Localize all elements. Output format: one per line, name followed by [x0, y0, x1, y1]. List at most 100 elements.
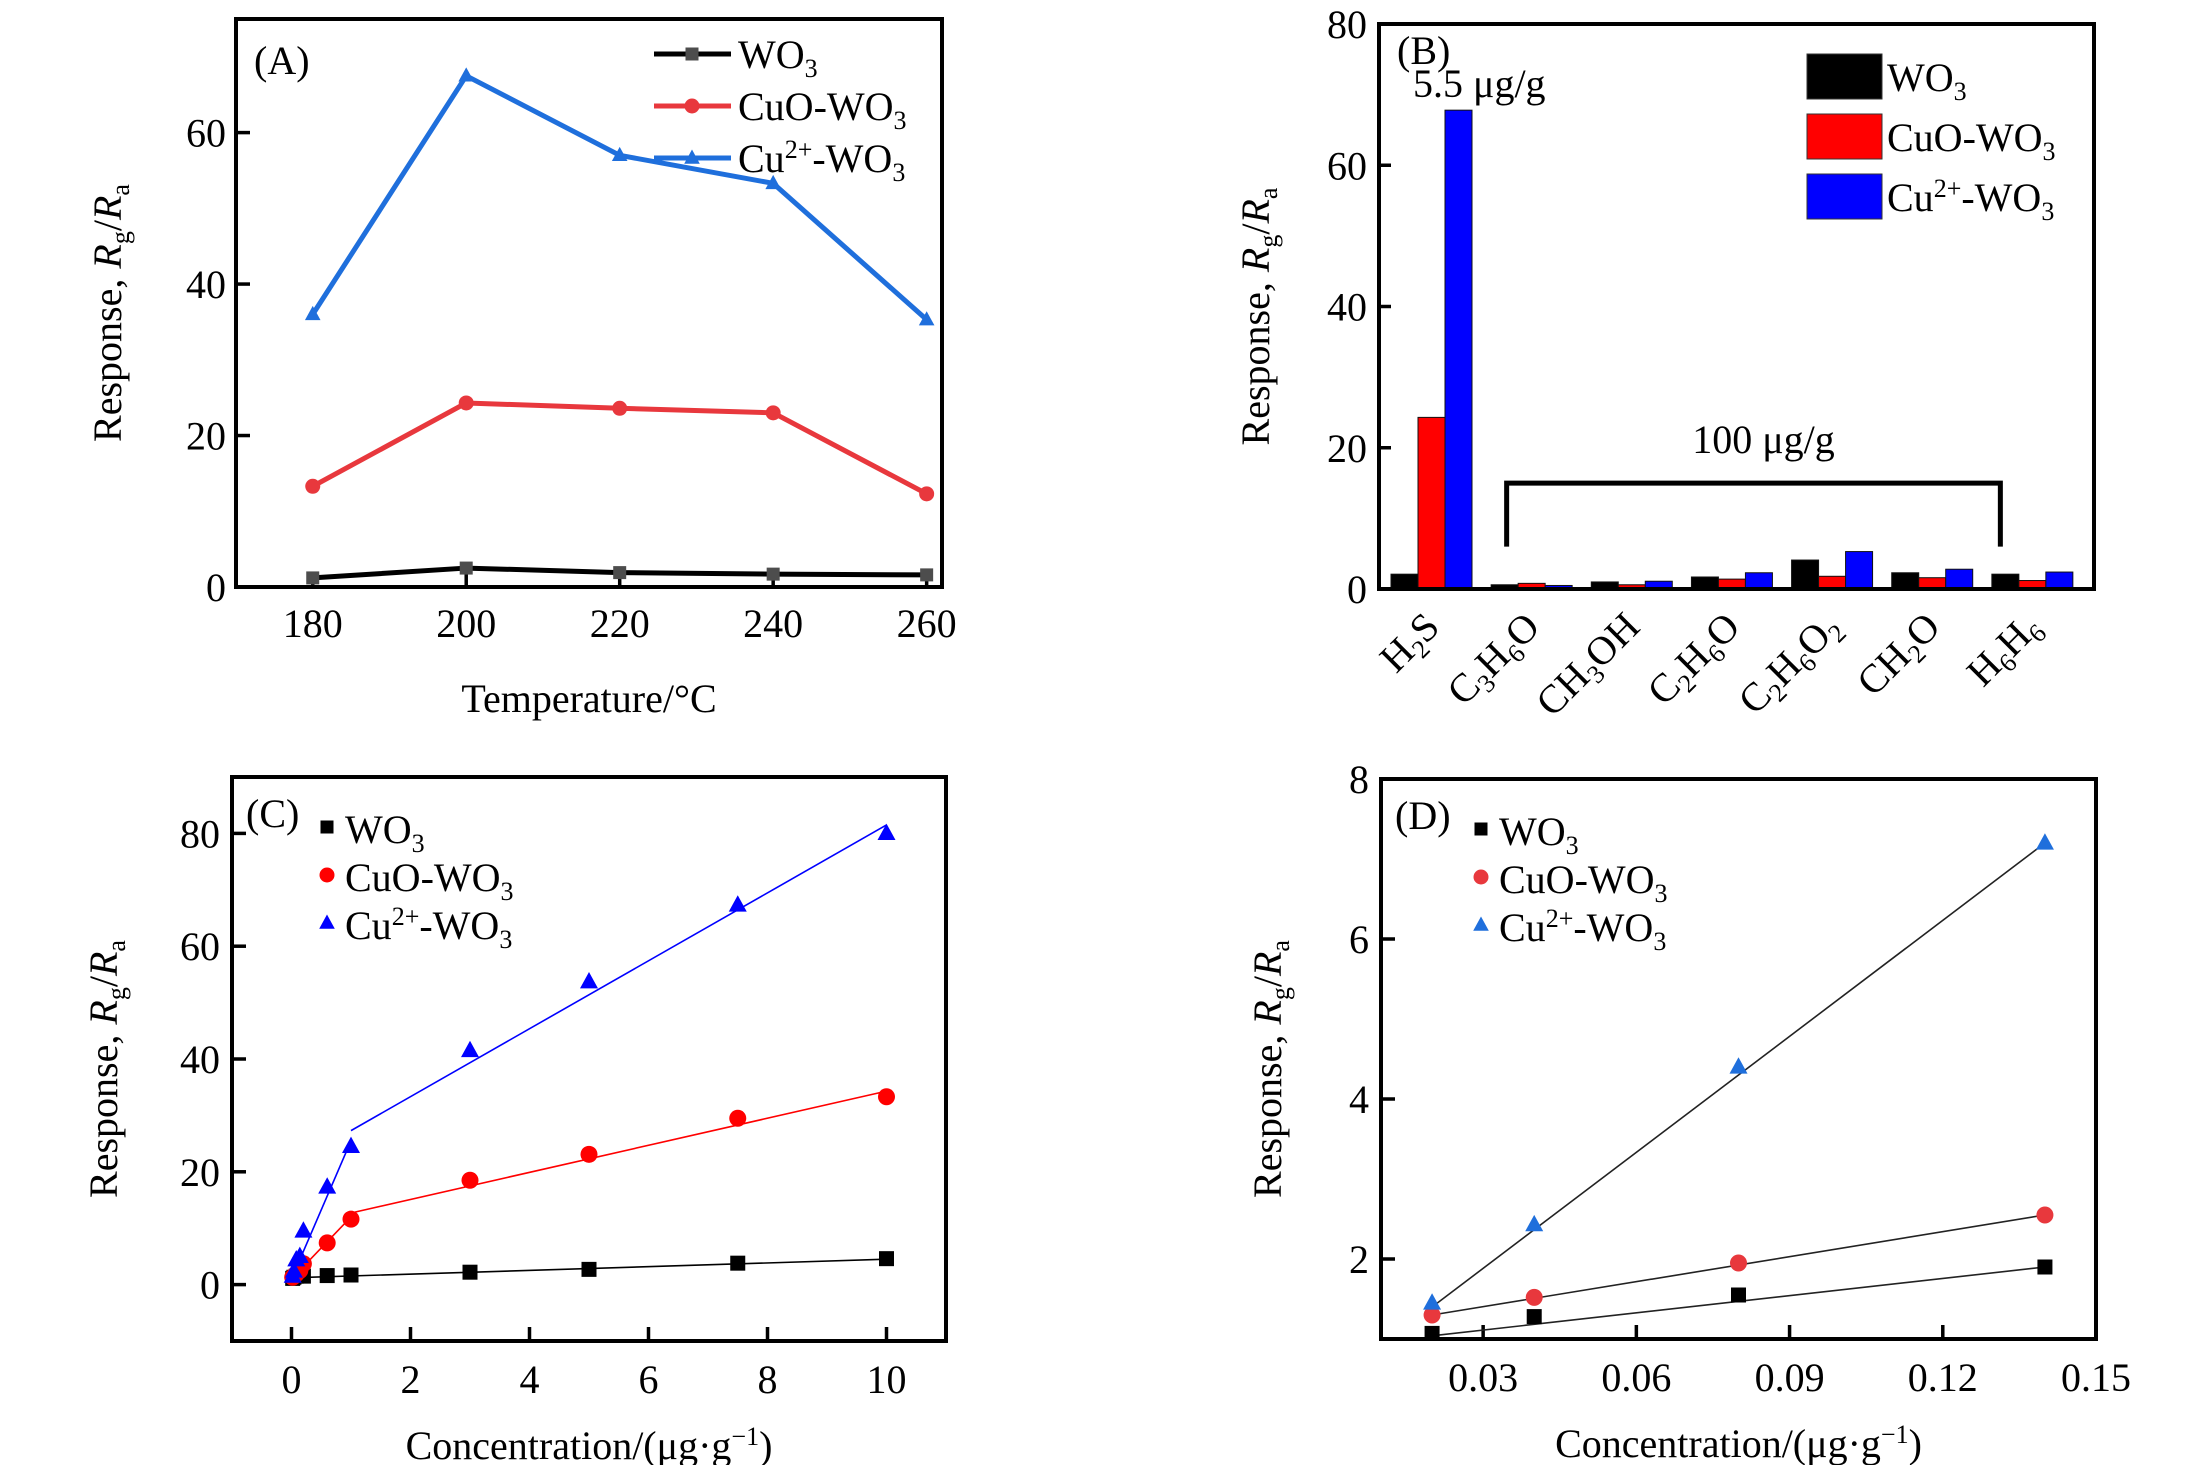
- y-label-sub-a: a: [1254, 187, 1283, 199]
- legend-label-main: WO: [738, 32, 805, 77]
- x-label-sup: −1: [1881, 1420, 1909, 1449]
- y-tick-label: 0: [1347, 567, 1367, 612]
- data-point-Cu2+-WO3: [1525, 1214, 1544, 1232]
- y-tick-label: 0: [200, 1263, 220, 1308]
- bar-H6H6-Cu2+-WO3: [2045, 571, 2074, 590]
- annotation-h2s-concentration: 5.5 μg/g: [1413, 61, 1546, 106]
- annotation-bracket: [1504, 480, 2003, 547]
- data-point-CuO-WO3: [318, 1234, 336, 1252]
- fit-line-CuO-WO3: [350, 1090, 887, 1214]
- y-tick-label: 6: [1349, 917, 1369, 962]
- x-tick-label: 0: [282, 1357, 302, 1402]
- plot-frame: [234, 17, 944, 589]
- legend-marker: [1474, 822, 1488, 836]
- data-point-WO3: [1731, 1287, 1746, 1303]
- data-point-Cu2+-WO3: [728, 895, 747, 912]
- y-label-r: R: [81, 1000, 126, 1025]
- data-point-WO3: [766, 567, 780, 581]
- bar-H2S-CuO-WO3: [1417, 416, 1446, 590]
- data-point-WO3: [879, 1251, 894, 1267]
- y-tick-label: 4: [1349, 1077, 1369, 1122]
- y-tick-label: 20: [180, 1150, 220, 1195]
- y-axis-label: Response, Rg/Ra: [85, 184, 135, 442]
- legend-label-main: CuO-WO: [345, 855, 501, 900]
- y-label-slash: /: [85, 219, 130, 231]
- y-label-sub-a: a: [102, 940, 131, 952]
- legend-marker: [1473, 869, 1489, 885]
- x-tick-label: 260: [897, 601, 957, 646]
- y-tick-label: 40: [1327, 285, 1367, 330]
- legend-label-sup: 2+: [392, 902, 420, 931]
- data-point-Cu2+-WO3: [1729, 1057, 1748, 1074]
- data-point-Cu2+-WO3: [318, 1177, 337, 1194]
- panel-label: (A): [254, 38, 310, 83]
- x-tick-label: 240: [743, 601, 803, 646]
- data-point-Cu2+-WO3: [284, 1261, 303, 1278]
- x-tick-label: 220: [590, 601, 650, 646]
- legend-label: WO3: [345, 807, 425, 858]
- data-point-Cu2+-WO3: [294, 1221, 313, 1238]
- data-point-WO3: [920, 568, 934, 582]
- data-point-CuO-WO3: [729, 1109, 747, 1127]
- x-tick-label: 0.15: [2061, 1355, 2131, 1400]
- legend-label-main: Cu: [738, 136, 785, 181]
- legend-label-sub: 3: [892, 158, 905, 187]
- legend-label: CuO-WO3: [1887, 115, 2056, 166]
- data-point-WO3: [613, 566, 627, 580]
- x-tick-label: 200: [436, 601, 496, 646]
- legend-label: CuO-WO3: [1499, 857, 1668, 908]
- data-point-WO3: [459, 561, 473, 575]
- legend-label-main: Cu: [345, 903, 392, 948]
- y-tick-label: 60: [186, 111, 226, 156]
- legend-label-sub: 3: [501, 877, 514, 906]
- x-tick-label: CH3OH: [1527, 604, 1652, 729]
- legend-label-sub: 3: [499, 925, 512, 954]
- x-tick-label: 0.03: [1448, 1355, 1518, 1400]
- legend-swatch: [1806, 173, 1883, 220]
- y-label-prefix: Response,: [81, 1025, 126, 1198]
- legend-label-sup: 2+: [785, 135, 813, 164]
- legend-label: Cu2+-WO3: [345, 902, 512, 954]
- y-label-prefix: Response,: [1245, 1025, 1290, 1198]
- data-point-Cu2+-WO3: [304, 305, 321, 321]
- data-point-WO3: [581, 1261, 597, 1277]
- data-point-CuO-WO3: [342, 1210, 360, 1228]
- legend-label-sup: 2+: [1934, 174, 1962, 203]
- y-tick-label: 80: [1327, 2, 1367, 47]
- x-tick-label: CH2O: [1848, 604, 1952, 708]
- y-label-r: R: [81, 952, 126, 977]
- y-tick-label: 2: [1349, 1237, 1369, 1282]
- y-label-r: R: [85, 196, 130, 221]
- data-point-WO3: [1424, 1325, 1440, 1341]
- data-point-WO3: [1526, 1309, 1542, 1325]
- legend-label-sub: 3: [1655, 879, 1668, 908]
- y-label-sub-g: g: [1254, 235, 1283, 248]
- y-label-slash: /: [1245, 975, 1290, 987]
- data-point-CuO-WO3: [612, 400, 628, 416]
- data-point-CuO-WO3: [580, 1145, 598, 1163]
- legend-marker: [320, 820, 334, 834]
- x-tick-label: 8: [758, 1357, 778, 1402]
- legend-label-sub: 3: [805, 54, 818, 83]
- legend-label-main: CuO-WO: [738, 84, 894, 129]
- x-label-main: Concentration/(μg·g: [1555, 1421, 1881, 1465]
- bar-C2H6O-Cu2+-WO3: [1744, 572, 1773, 590]
- y-tick-label: 80: [180, 811, 220, 856]
- data-point-Cu2+-WO3: [918, 311, 935, 326]
- legend-label-main: WO: [1499, 809, 1566, 854]
- x-axis-label: Concentration/(μg·g−1): [406, 1422, 773, 1465]
- data-point-WO3: [306, 571, 320, 585]
- plot-frame: [230, 775, 948, 1343]
- legend-label: WO3: [1887, 55, 1967, 106]
- x-tick-label: 2: [401, 1357, 421, 1402]
- x-label-sup: −1: [731, 1422, 759, 1451]
- y-label-r: R: [1233, 199, 1278, 224]
- legend-label: WO3: [738, 32, 818, 83]
- legend-label: Cu2+-WO3: [1499, 904, 1666, 956]
- x-axis-label: Concentration/(μg·g−1): [1555, 1420, 1922, 1465]
- panel-b: 020406080H2SC3H6OCH3OHC2H6OC2H6O2CH2OH6H…: [1233, 2, 2096, 729]
- legend-label-sub: 3: [894, 106, 907, 135]
- y-tick-label: 40: [180, 1037, 220, 1082]
- y-label-sub-a: a: [106, 184, 135, 196]
- y-label-r: R: [1245, 952, 1290, 977]
